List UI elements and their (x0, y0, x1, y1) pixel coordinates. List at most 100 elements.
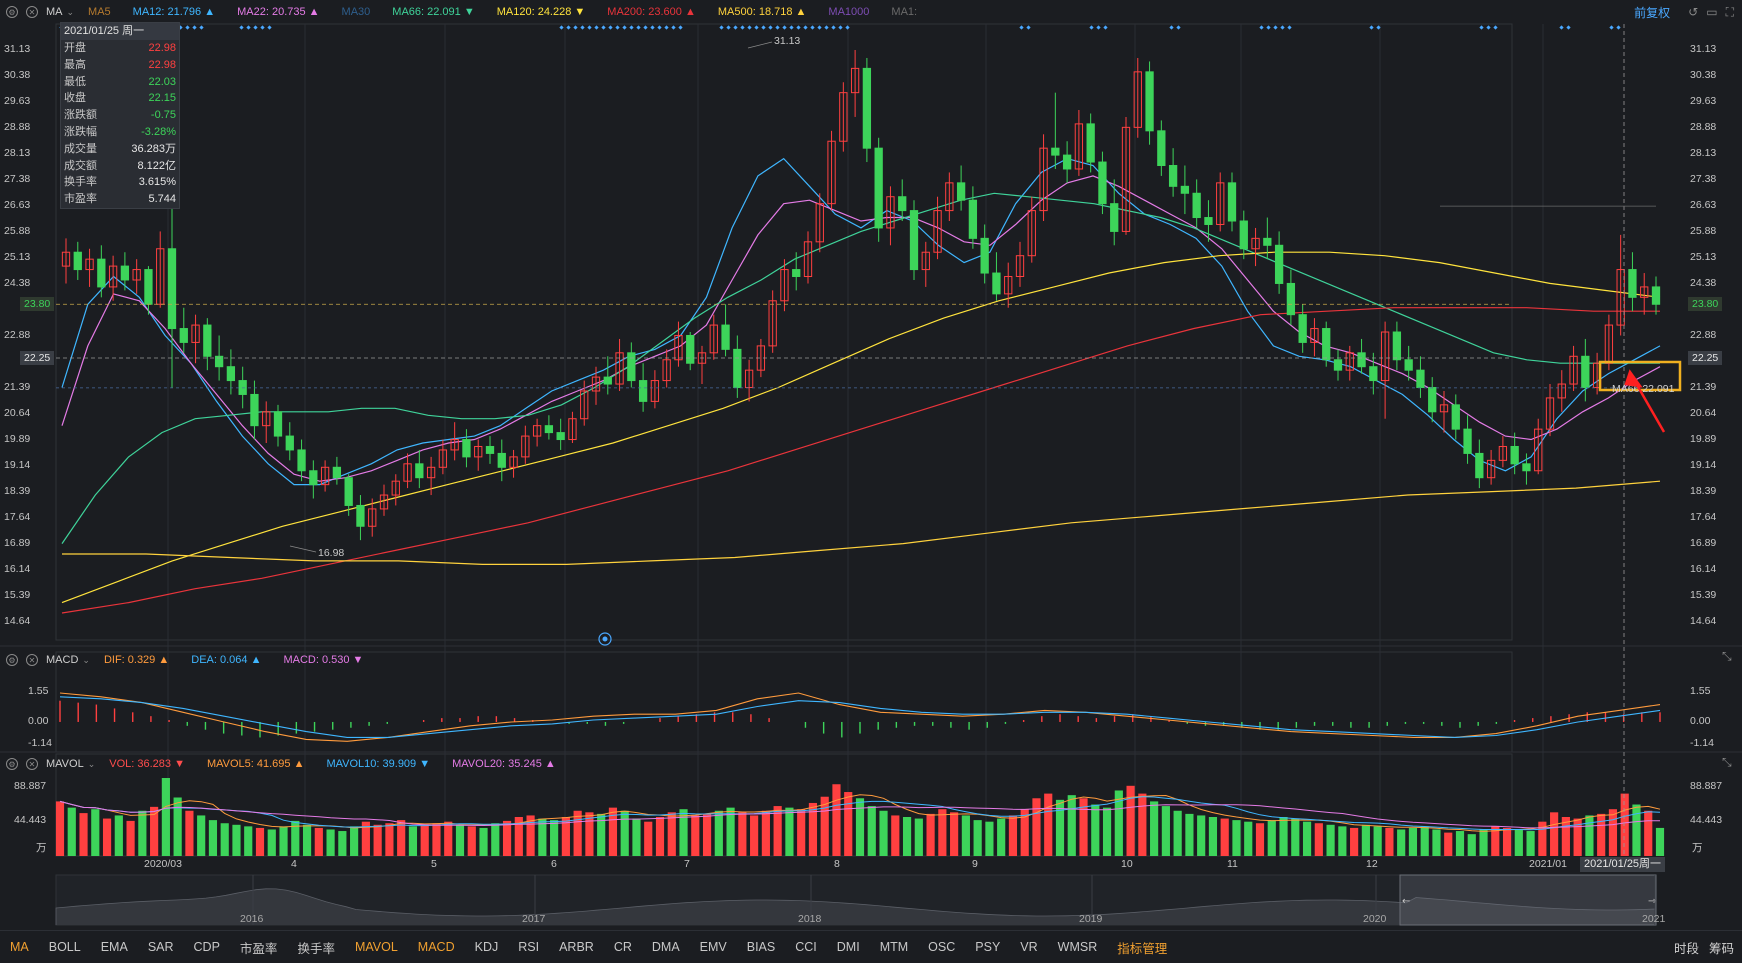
candle (368, 498, 377, 537)
candle (85, 248, 94, 287)
macd-close-icon[interactable]: ✕ (26, 654, 38, 666)
pane-resize-icon: ⤡ (1722, 649, 1732, 663)
tab-指标管理[interactable]: 指标管理 (1117, 941, 1168, 956)
candle (132, 259, 141, 294)
indicator-tab-bar: MA BOLL EMA SAR CDP 市盈率 换手率 MAVOL MACD KDJ RSI ARBR… (0, 930, 1742, 963)
volume-bar (1161, 806, 1170, 856)
volume-bar (91, 809, 100, 856)
tab-boll[interactable]: BOLL (48, 940, 81, 954)
volume-bar (902, 817, 912, 856)
tab-市盈率[interactable]: 市盈率 (239, 941, 278, 956)
tab-rsi[interactable]: RSI (518, 940, 540, 954)
price-axis-label-left: 19.89 (4, 432, 31, 445)
tab-cci[interactable]: CCI (795, 940, 817, 954)
vol-settings-icon[interactable]: ⚙ (6, 758, 18, 770)
legend-ma12[interactable]: MA12: 21.796 ▲ (132, 6, 216, 18)
tab-mavol[interactable]: MAVOL (354, 940, 398, 954)
maximize-icon[interactable]: ⛶ (1725, 4, 1734, 19)
legend-ma30[interactable]: MA30 (341, 6, 371, 18)
vol-chevron-down-icon[interactable]: ⌄ (87, 758, 96, 769)
legend-item[interactable]: DEA: 0.064 ▲ (191, 654, 262, 666)
fuquan-toggle[interactable]: 前复权 (1634, 5, 1671, 20)
navigator-year-label: 2017 (522, 913, 546, 925)
tab-sar[interactable]: SAR (147, 940, 174, 954)
legend-ma200[interactable]: MA200: 23.600 ▲ (607, 6, 696, 18)
tab-wmsr[interactable]: WMSR (1057, 940, 1098, 954)
tab-mtm[interactable]: MTM (879, 940, 909, 954)
tab-macd[interactable]: MACD (417, 940, 455, 954)
navigator-year-label: 2020 (1363, 913, 1387, 925)
volume-bar (773, 806, 782, 856)
volume-bar (1032, 798, 1041, 856)
price-axis-label-left: 30.38 (4, 69, 31, 82)
tab-vr[interactable]: VR (1020, 940, 1038, 954)
volume-bar (467, 826, 476, 856)
tab-换手率[interactable]: 换手率 (297, 941, 335, 956)
close-icon[interactable]: ✕ (26, 6, 38, 18)
crosshair-price-tag: 22.25 (20, 351, 55, 366)
tab-cdp[interactable]: CDP (193, 940, 220, 954)
tab-osc[interactable]: OSC (928, 940, 956, 954)
vol-indicator-name[interactable]: MAVOL (46, 758, 84, 770)
tab-right-筹码[interactable]: 筹码 (1708, 941, 1734, 956)
crosshair-price-tag-right: 22.25 (1688, 351, 1723, 366)
legend-ma66[interactable]: MA66: 22.091 ▼ (392, 6, 475, 18)
legend-ma22[interactable]: MA22: 20.735 ▲ (237, 6, 320, 18)
candle (1298, 304, 1307, 353)
legend-item[interactable]: MAVOL20: 35.245 ▲ (452, 758, 556, 770)
vol-axis-label-right: 88.887 (1690, 779, 1723, 792)
legend-ma5[interactable]: MA5 (88, 6, 111, 18)
macd-settings-icon[interactable]: ⚙ (6, 654, 18, 666)
legend-item[interactable]: MAVOL10: 39.909 ▼ (326, 758, 431, 770)
candle (839, 82, 848, 152)
candle (1416, 356, 1425, 398)
legend-item[interactable]: DIF: 0.329 ▲ (103, 654, 170, 666)
candle (1180, 165, 1190, 215)
tab-cr[interactable]: CR (613, 940, 632, 954)
legend-ma1000[interactable]: MA1000 (828, 6, 870, 18)
history-icon[interactable]: ↺ (1688, 5, 1699, 19)
min-price-label: 16.98 (318, 547, 344, 559)
chevron-down-icon[interactable]: ⌄ (66, 6, 75, 17)
legend-item[interactable]: MAVOL5: 41.695 ▲ (206, 758, 305, 770)
tab-arbr[interactable]: ARBR (559, 940, 594, 954)
candle (1369, 352, 1378, 395)
volume-bar (444, 821, 453, 856)
price-axis-label-right: 26.63 (1690, 199, 1717, 212)
volume-bar (1550, 812, 1559, 856)
info-value: 36.283万 (131, 142, 176, 155)
legend-ma120[interactable]: MA120: 24.228 ▼ (496, 6, 586, 18)
candle (403, 453, 412, 489)
tab-dmi[interactable]: DMI (836, 940, 860, 954)
tab-dma[interactable]: DMA (651, 940, 680, 954)
volume-bar (985, 821, 994, 856)
tab-kdj[interactable]: KDJ (474, 940, 499, 954)
navigator-area (55, 888, 1657, 925)
price-axis-label-left: 28.13 (4, 147, 31, 160)
volume-bar (702, 813, 712, 856)
macd-chevron-down-icon[interactable]: ⌄ (82, 654, 90, 665)
candle (792, 252, 801, 291)
tab-ma[interactable]: MA (10, 940, 29, 954)
volume-bar (479, 827, 488, 856)
window-icon[interactable]: ▭ (1706, 5, 1718, 19)
macd-indicator-name[interactable]: MACD (46, 654, 79, 666)
candle (297, 439, 306, 482)
navigator-left-handle: ← (1402, 896, 1410, 907)
legend-ma1[interactable]: MA1: (891, 6, 918, 18)
tab-emv[interactable]: EMV (699, 940, 727, 954)
legend-item[interactable]: MACD: 0.530 ▼ (283, 654, 364, 666)
main-indicator-name[interactable]: MA (46, 6, 63, 18)
volume-bar (1385, 827, 1394, 856)
tab-psy[interactable]: PSY (975, 940, 1001, 954)
settings-icon[interactable]: ⚙ (6, 6, 18, 18)
legend-ma500[interactable]: MA500: 18.718 ▲ (717, 6, 807, 18)
legend-item[interactable]: VOL: 36.283 ▼ (109, 758, 185, 770)
candle (438, 439, 448, 475)
vol-close-icon[interactable]: ✕ (26, 758, 38, 770)
tab-bias[interactable]: BIAS (746, 940, 776, 954)
tab-ema[interactable]: EMA (100, 940, 128, 954)
volume-bar (208, 820, 218, 856)
tab-right-时段[interactable]: 时段 (1673, 941, 1699, 956)
